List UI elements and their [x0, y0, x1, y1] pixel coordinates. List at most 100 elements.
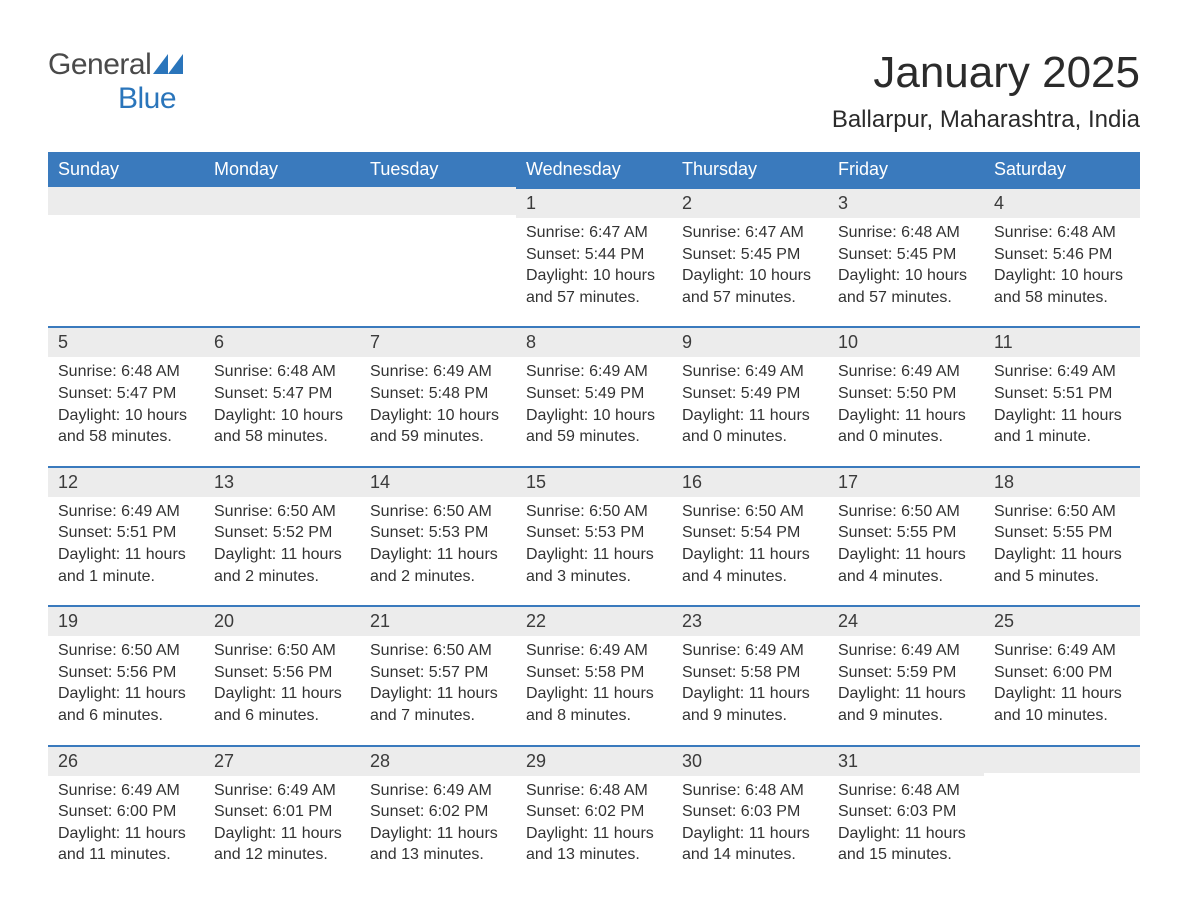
day-body-cell: Sunrise: 6:49 AMSunset: 5:51 PMDaylight:… — [984, 357, 1140, 465]
daylight-line: Daylight: 11 hours and 7 minutes. — [370, 683, 506, 726]
day-number: 12 — [48, 466, 204, 497]
day-num-cell: 10 — [828, 326, 984, 357]
day-body-cell: Sunrise: 6:49 AMSunset: 5:49 PMDaylight:… — [672, 357, 828, 465]
day-num-cell: 8 — [516, 326, 672, 357]
daylight-line: Daylight: 10 hours and 59 minutes. — [370, 405, 506, 448]
day-body-cell: Sunrise: 6:49 AMSunset: 6:00 PMDaylight:… — [984, 636, 1140, 744]
sunrise-line: Sunrise: 6:47 AM — [682, 222, 818, 244]
day-number: 11 — [984, 326, 1140, 357]
day-num-cell: 1 — [516, 187, 672, 218]
empty-day-number — [204, 187, 360, 215]
daylight-line: Daylight: 10 hours and 58 minutes. — [58, 405, 194, 448]
sunset-line: Sunset: 5:47 PM — [58, 383, 194, 405]
day-body: Sunrise: 6:50 AMSunset: 5:55 PMDaylight:… — [828, 497, 984, 605]
empty-day-number — [360, 187, 516, 215]
day-body: Sunrise: 6:48 AMSunset: 6:03 PMDaylight:… — [672, 776, 828, 884]
day-body-cell: Sunrise: 6:49 AMSunset: 5:58 PMDaylight:… — [672, 636, 828, 744]
day-num-cell: 27 — [204, 745, 360, 776]
day-num-cell: 26 — [48, 745, 204, 776]
daylight-line: Daylight: 10 hours and 57 minutes. — [838, 265, 974, 308]
day-num-cell: 18 — [984, 466, 1140, 497]
day-num-cell: 31 — [828, 745, 984, 776]
sunrise-line: Sunrise: 6:49 AM — [370, 780, 506, 802]
day-number: 24 — [828, 605, 984, 636]
sunrise-line: Sunrise: 6:49 AM — [994, 640, 1130, 662]
day-body: Sunrise: 6:50 AMSunset: 5:52 PMDaylight:… — [204, 497, 360, 605]
day-body-cell — [48, 218, 204, 326]
day-number: 1 — [516, 187, 672, 218]
day-num-cell — [360, 187, 516, 218]
day-body-cell: Sunrise: 6:50 AMSunset: 5:53 PMDaylight:… — [516, 497, 672, 605]
day-body: Sunrise: 6:48 AMSunset: 6:02 PMDaylight:… — [516, 776, 672, 884]
day-body: Sunrise: 6:50 AMSunset: 5:57 PMDaylight:… — [360, 636, 516, 744]
day-body: Sunrise: 6:47 AMSunset: 5:44 PMDaylight:… — [516, 218, 672, 326]
sunrise-line: Sunrise: 6:50 AM — [214, 640, 350, 662]
daylight-line: Daylight: 11 hours and 4 minutes. — [838, 544, 974, 587]
day-num-cell: 12 — [48, 466, 204, 497]
sunset-line: Sunset: 5:55 PM — [838, 522, 974, 544]
weekday-header: Saturday — [984, 152, 1140, 187]
sunset-line: Sunset: 5:52 PM — [214, 522, 350, 544]
sunset-line: Sunset: 5:44 PM — [526, 244, 662, 266]
sunset-line: Sunset: 6:03 PM — [838, 801, 974, 823]
day-body-cell: Sunrise: 6:47 AMSunset: 5:45 PMDaylight:… — [672, 218, 828, 326]
day-num-cell: 16 — [672, 466, 828, 497]
daylight-line: Daylight: 11 hours and 5 minutes. — [994, 544, 1130, 587]
day-number: 15 — [516, 466, 672, 497]
day-number: 9 — [672, 326, 828, 357]
day-body-cell — [204, 218, 360, 326]
weekday-header: Tuesday — [360, 152, 516, 187]
day-number: 16 — [672, 466, 828, 497]
day-num-cell: 25 — [984, 605, 1140, 636]
day-num-cell: 17 — [828, 466, 984, 497]
daylight-line: Daylight: 10 hours and 57 minutes. — [682, 265, 818, 308]
sunrise-line: Sunrise: 6:49 AM — [682, 361, 818, 383]
sunrise-line: Sunrise: 6:48 AM — [58, 361, 194, 383]
sunset-line: Sunset: 5:56 PM — [214, 662, 350, 684]
day-body-cell: Sunrise: 6:49 AMSunset: 6:02 PMDaylight:… — [360, 776, 516, 884]
day-num-cell: 15 — [516, 466, 672, 497]
sunset-line: Sunset: 5:58 PM — [526, 662, 662, 684]
weekday-header: Wednesday — [516, 152, 672, 187]
weekday-header: Monday — [204, 152, 360, 187]
day-body-cell: Sunrise: 6:50 AMSunset: 5:55 PMDaylight:… — [984, 497, 1140, 605]
daylight-line: Daylight: 11 hours and 8 minutes. — [526, 683, 662, 726]
day-body: Sunrise: 6:49 AMSunset: 5:49 PMDaylight:… — [516, 357, 672, 465]
day-body-cell: Sunrise: 6:50 AMSunset: 5:54 PMDaylight:… — [672, 497, 828, 605]
day-body-cell — [360, 218, 516, 326]
day-num-cell: 11 — [984, 326, 1140, 357]
weekday-header-row: SundayMondayTuesdayWednesdayThursdayFrid… — [48, 152, 1140, 187]
day-num-cell: 20 — [204, 605, 360, 636]
day-num-cell: 28 — [360, 745, 516, 776]
sunrise-line: Sunrise: 6:49 AM — [838, 640, 974, 662]
location: Ballarpur, Maharashtra, India — [832, 106, 1140, 134]
day-body-cell: Sunrise: 6:50 AMSunset: 5:53 PMDaylight:… — [360, 497, 516, 605]
sunset-line: Sunset: 5:51 PM — [58, 522, 194, 544]
daylight-line: Daylight: 11 hours and 1 minute. — [58, 544, 194, 587]
day-body: Sunrise: 6:50 AMSunset: 5:53 PMDaylight:… — [360, 497, 516, 605]
daylight-line: Daylight: 11 hours and 10 minutes. — [994, 683, 1130, 726]
week-daynum-row: 12131415161718 — [48, 466, 1140, 497]
day-body: Sunrise: 6:48 AMSunset: 5:45 PMDaylight:… — [828, 218, 984, 326]
sunset-line: Sunset: 5:48 PM — [370, 383, 506, 405]
day-number: 14 — [360, 466, 516, 497]
sunrise-line: Sunrise: 6:50 AM — [682, 501, 818, 523]
week-daynum-row: 567891011 — [48, 326, 1140, 357]
day-body: Sunrise: 6:49 AMSunset: 5:59 PMDaylight:… — [828, 636, 984, 744]
sunrise-line: Sunrise: 6:50 AM — [214, 501, 350, 523]
day-body-cell: Sunrise: 6:48 AMSunset: 6:02 PMDaylight:… — [516, 776, 672, 884]
day-body: Sunrise: 6:48 AMSunset: 6:03 PMDaylight:… — [828, 776, 984, 884]
day-number: 8 — [516, 326, 672, 357]
day-body: Sunrise: 6:49 AMSunset: 6:01 PMDaylight:… — [204, 776, 360, 884]
week-body-row: Sunrise: 6:49 AMSunset: 6:00 PMDaylight:… — [48, 776, 1140, 884]
day-body: Sunrise: 6:48 AMSunset: 5:47 PMDaylight:… — [48, 357, 204, 465]
day-body-cell: Sunrise: 6:50 AMSunset: 5:55 PMDaylight:… — [828, 497, 984, 605]
sunrise-line: Sunrise: 6:48 AM — [838, 222, 974, 244]
sunset-line: Sunset: 6:02 PM — [526, 801, 662, 823]
week-body-row: Sunrise: 6:47 AM Sunset: 5:44 PM Daylight:… — [48, 218, 1140, 326]
day-body: Sunrise: 6:50 AMSunset: 5:56 PMDaylight:… — [204, 636, 360, 744]
day-num-cell: 24 — [828, 605, 984, 636]
day-body: Sunrise: 6:49 AMSunset: 6:02 PMDaylight:… — [360, 776, 516, 884]
day-body-cell: Sunrise: 6:48 AMSunset: 5:47 PMDaylight:… — [48, 357, 204, 465]
sunset-line: Sunset: 5:46 PM — [994, 244, 1130, 266]
